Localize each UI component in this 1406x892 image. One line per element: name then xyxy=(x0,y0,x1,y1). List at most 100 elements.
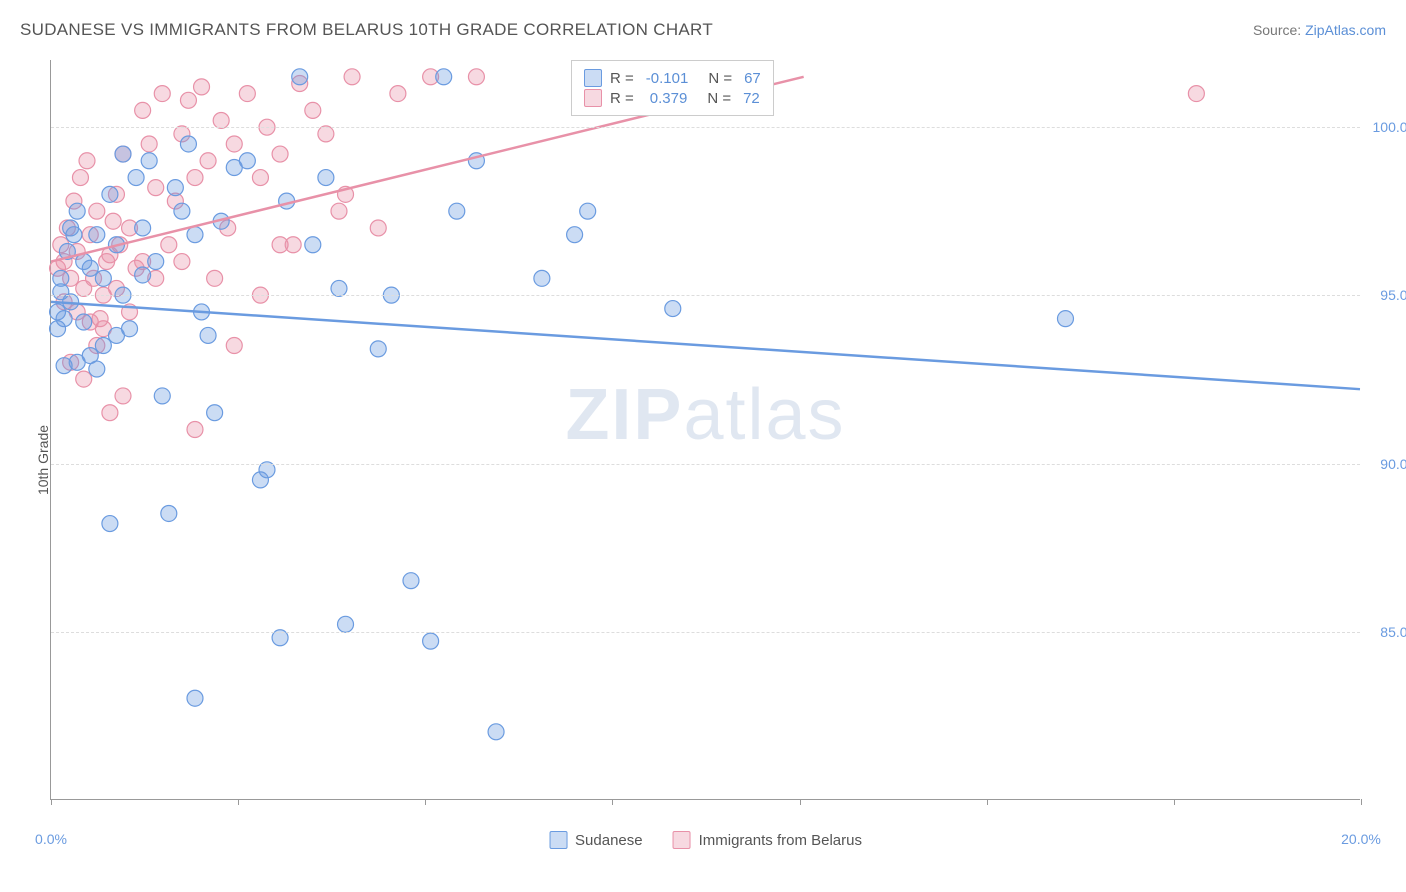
y-tick-label: 85.0% xyxy=(1365,624,1406,640)
gridline-h xyxy=(51,632,1360,633)
data-point xyxy=(95,338,111,354)
data-point xyxy=(180,136,196,152)
data-point xyxy=(95,270,111,286)
data-point xyxy=(69,203,85,219)
data-point xyxy=(102,516,118,532)
data-point xyxy=(161,237,177,253)
x-tick xyxy=(425,799,426,805)
data-point xyxy=(187,422,203,438)
y-axis-label: 10th Grade xyxy=(35,425,51,495)
legend-item-belarus: Immigrants from Belarus xyxy=(673,831,862,849)
data-point xyxy=(252,170,268,186)
data-point xyxy=(488,724,504,740)
n-label: N = xyxy=(708,70,732,87)
data-point xyxy=(436,69,452,85)
data-point xyxy=(187,690,203,706)
n-label: N = xyxy=(707,90,731,107)
r-value-belarus: 0.379 xyxy=(650,90,688,107)
legend-label-sudanese: Sudanese xyxy=(575,832,643,849)
data-point xyxy=(344,69,360,85)
data-point xyxy=(148,180,164,196)
data-point xyxy=(79,153,95,169)
data-point xyxy=(390,86,406,102)
data-point xyxy=(272,237,288,253)
data-point xyxy=(200,153,216,169)
data-point xyxy=(76,371,92,387)
x-tick xyxy=(800,799,801,805)
data-point xyxy=(82,260,98,276)
data-point xyxy=(534,270,550,286)
data-point xyxy=(200,327,216,343)
data-point xyxy=(148,254,164,270)
x-tick xyxy=(612,799,613,805)
swatch-belarus xyxy=(584,89,602,107)
data-point xyxy=(89,203,105,219)
y-tick-label: 100.0% xyxy=(1365,119,1406,135)
legend-label-belarus: Immigrants from Belarus xyxy=(699,832,862,849)
legend-swatch-belarus xyxy=(673,831,691,849)
scatter-svg xyxy=(51,60,1360,799)
r-label: R = xyxy=(610,90,634,107)
stat-row-belarus: R = 0.379 N = 72 xyxy=(584,89,761,107)
data-point xyxy=(239,153,255,169)
gridline-h xyxy=(51,127,1360,128)
data-point xyxy=(66,227,82,243)
legend-swatch-sudanese xyxy=(549,831,567,849)
data-point xyxy=(1057,311,1073,327)
data-point xyxy=(174,203,190,219)
data-point xyxy=(76,314,92,330)
legend-item-sudanese: Sudanese xyxy=(549,831,643,849)
plot-area: ZIPatlas R = -0.101 N = 67 R = 0.379 N =… xyxy=(50,60,1360,800)
gridline-h xyxy=(51,295,1360,296)
data-point xyxy=(92,311,108,327)
data-point xyxy=(318,126,334,142)
data-point xyxy=(213,112,229,128)
trend-line xyxy=(51,302,1360,389)
source-prefix: Source: xyxy=(1253,22,1305,38)
data-point xyxy=(154,86,170,102)
data-point xyxy=(69,354,85,370)
data-point xyxy=(187,170,203,186)
data-point xyxy=(161,505,177,521)
data-point xyxy=(135,220,151,236)
data-point xyxy=(115,146,131,162)
data-point xyxy=(305,237,321,253)
chart-container: 10th Grade ZIPatlas R = -0.101 N = 67 R … xyxy=(0,50,1406,870)
data-point xyxy=(180,92,196,108)
data-point xyxy=(187,227,203,243)
data-point xyxy=(53,270,69,286)
correlation-stat-box: R = -0.101 N = 67 R = 0.379 N = 72 xyxy=(571,60,774,116)
data-point xyxy=(89,227,105,243)
data-point xyxy=(141,153,157,169)
data-point xyxy=(72,170,88,186)
data-point xyxy=(102,405,118,421)
x-tick xyxy=(238,799,239,805)
source-link[interactable]: ZipAtlas.com xyxy=(1305,22,1386,38)
data-point xyxy=(239,86,255,102)
data-point xyxy=(338,616,354,632)
data-point xyxy=(226,136,242,152)
x-tick-label: 0.0% xyxy=(35,831,67,847)
data-point xyxy=(154,388,170,404)
swatch-sudanese xyxy=(584,69,602,87)
data-point xyxy=(115,388,131,404)
data-point xyxy=(292,69,308,85)
data-point xyxy=(167,180,183,196)
data-point xyxy=(207,270,223,286)
legend: Sudanese Immigrants from Belarus xyxy=(549,831,862,849)
data-point xyxy=(194,79,210,95)
data-point xyxy=(449,203,465,219)
data-point xyxy=(207,405,223,421)
data-point xyxy=(468,69,484,85)
data-point xyxy=(50,321,66,337)
data-point xyxy=(318,170,334,186)
y-tick-label: 90.0% xyxy=(1365,456,1406,472)
data-point xyxy=(105,213,121,229)
x-tick xyxy=(1361,799,1362,805)
data-point xyxy=(102,186,118,202)
chart-title: SUDANESE VS IMMIGRANTS FROM BELARUS 10TH… xyxy=(20,20,713,40)
r-value-sudanese: -0.101 xyxy=(646,70,689,87)
data-point xyxy=(567,227,583,243)
data-point xyxy=(403,573,419,589)
data-point xyxy=(141,136,157,152)
